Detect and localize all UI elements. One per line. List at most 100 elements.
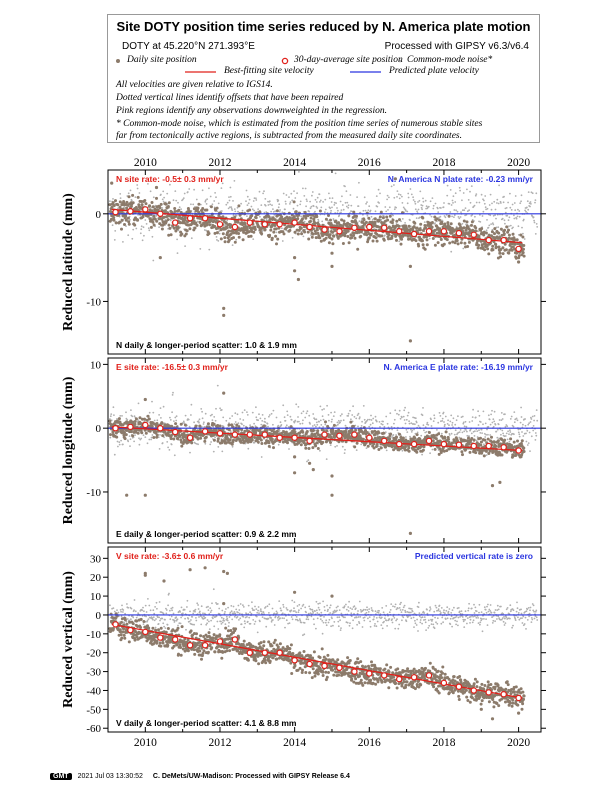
- daily-point: [285, 215, 289, 219]
- daily-point: [316, 429, 320, 433]
- cmn-point: [133, 440, 136, 443]
- cmn-point: [405, 436, 407, 438]
- cmn-point: [478, 414, 481, 417]
- daily-point: [440, 222, 444, 225]
- cmn-point: [112, 406, 115, 409]
- cmn-point: [174, 190, 177, 193]
- avg-marker: [112, 425, 119, 432]
- daily-point: [269, 228, 273, 232]
- cmn-point: [401, 449, 404, 452]
- cmn-point: [466, 434, 469, 437]
- avg-marker: [500, 236, 507, 244]
- avg-marker: [127, 423, 134, 431]
- daily-point: [306, 230, 310, 234]
- daily-point: [303, 230, 307, 234]
- cmn-point: [342, 208, 345, 211]
- daily-point: [223, 240, 227, 244]
- cmn-point: [261, 420, 264, 422]
- cmn-point: [534, 201, 536, 204]
- cmn-point: [289, 415, 292, 418]
- cmn-point: [433, 414, 436, 417]
- cmn-point: [518, 215, 521, 218]
- daily-point: [309, 216, 313, 220]
- cmn-point: [330, 411, 332, 414]
- cmn-point: [328, 192, 330, 195]
- cmn-point: [436, 207, 439, 210]
- cmn-point: [324, 198, 327, 201]
- outlier-point: [222, 391, 226, 395]
- cmn-point: [299, 422, 302, 425]
- daily-point: [395, 238, 398, 242]
- daily-point: [127, 195, 131, 199]
- daily-point: [201, 207, 205, 210]
- daily-point: [507, 251, 511, 255]
- cmn-point: [265, 426, 268, 428]
- cmn-point: [141, 609, 144, 612]
- cmn-point: [330, 209, 332, 212]
- cmn-point: [508, 440, 511, 443]
- cmn-point: [490, 223, 492, 226]
- cmn-point: [341, 204, 344, 206]
- cmn-point: [309, 200, 311, 203]
- cmn-point: [408, 422, 411, 425]
- avg-marker: [470, 442, 477, 450]
- daily-point: [173, 210, 177, 213]
- daily-point: [470, 220, 474, 224]
- cmn-point: [201, 189, 204, 192]
- daily-point: [418, 228, 422, 232]
- note-line: far from tectonically active regions, is…: [116, 131, 462, 141]
- cmn-point: [482, 210, 485, 213]
- cmn-point: [146, 619, 149, 622]
- cmn-point: [302, 187, 304, 190]
- cmn-point: [296, 192, 298, 195]
- daily-point: [178, 221, 182, 225]
- daily-point: [350, 428, 354, 432]
- chart-title: Site DOTY position time series reduced b…: [116, 19, 531, 34]
- cmn-point: [458, 431, 461, 433]
- avg-marker: [306, 223, 313, 231]
- cmn-point: [112, 198, 114, 200]
- cmn-point: [513, 214, 515, 217]
- cmn-point: [512, 425, 515, 428]
- cmn-point: [152, 609, 155, 612]
- daily-point: [229, 225, 232, 229]
- cmn-point: [511, 203, 514, 206]
- cmn-point: [324, 208, 327, 211]
- cmn-point: [226, 219, 229, 222]
- cmn-point: [452, 202, 454, 204]
- daily-point: [502, 232, 506, 236]
- cmn-point: [531, 415, 534, 418]
- cmn-point: [397, 193, 400, 196]
- cmn-point: [245, 200, 247, 203]
- daily-point: [515, 238, 519, 242]
- cmn-point: [512, 226, 514, 229]
- cmn-point: [126, 603, 128, 605]
- cmn-point: [255, 416, 258, 419]
- daily-point: [377, 431, 381, 435]
- cmn-point: [133, 415, 136, 418]
- cmn-point: [508, 216, 511, 219]
- cmn-point: [360, 443, 363, 446]
- daily-point: [466, 245, 470, 248]
- cmn-point: [204, 200, 207, 203]
- cmn-point: [259, 417, 262, 420]
- cmn-point: [222, 416, 225, 419]
- daily-point: [479, 239, 483, 243]
- cmn-point: [151, 617, 154, 620]
- cmn-point: [289, 201, 292, 204]
- cmn-point: [258, 413, 260, 416]
- daily-point: [267, 215, 271, 219]
- daily-point: [292, 428, 296, 431]
- cmn-point: [184, 245, 187, 248]
- cmn-point: [268, 200, 271, 203]
- cmn-point: [446, 194, 449, 197]
- daily-point: [413, 221, 417, 225]
- cmn-point: [454, 429, 457, 432]
- daily-point: [147, 417, 151, 421]
- outlier-point: [222, 313, 226, 317]
- daily-point: [342, 219, 346, 223]
- cmn-point: [129, 438, 132, 441]
- cmn-point: [213, 416, 216, 418]
- daily-point: [482, 233, 486, 237]
- daily-point: [233, 215, 237, 219]
